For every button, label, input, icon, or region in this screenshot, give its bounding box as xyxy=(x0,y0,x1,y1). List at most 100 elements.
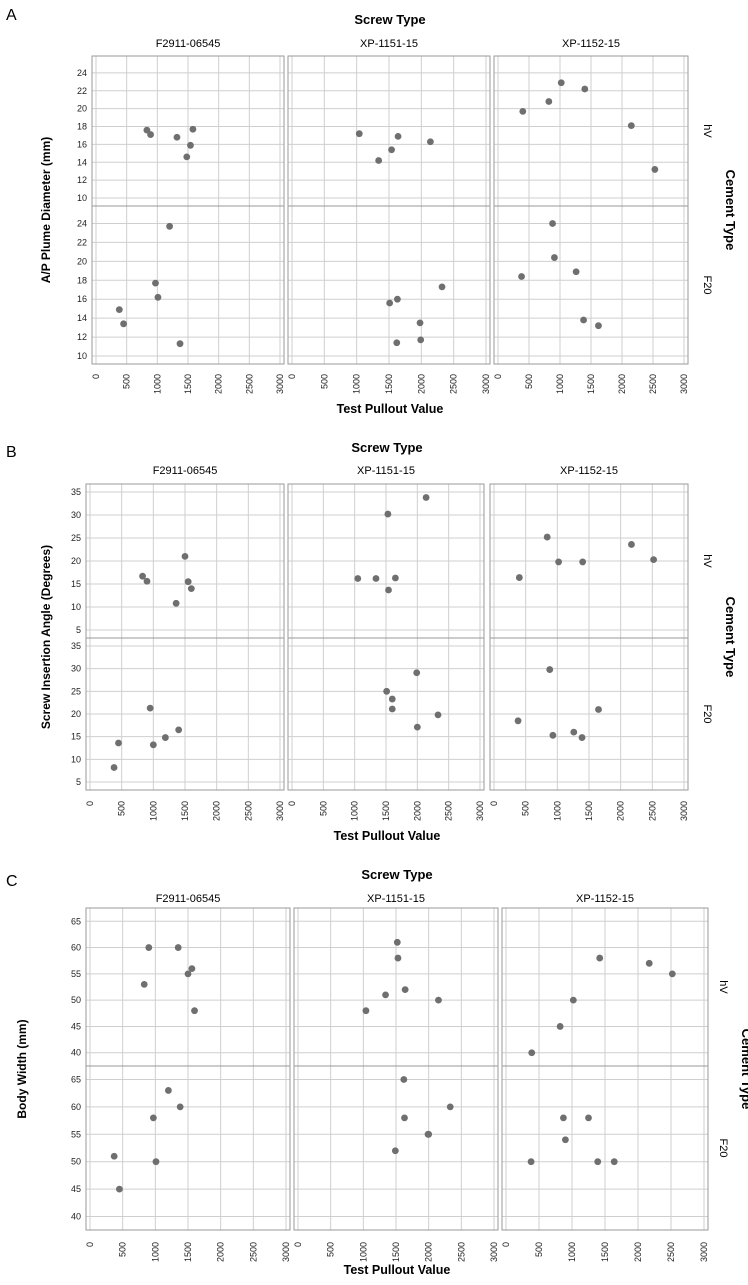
data-point xyxy=(145,944,153,951)
data-point xyxy=(184,578,192,586)
data-point xyxy=(184,970,192,978)
x-tick-label: 500 xyxy=(534,1242,544,1257)
data-point xyxy=(426,138,434,146)
data-point xyxy=(110,764,118,771)
data-point xyxy=(595,322,602,330)
x-tick-label: 3000 xyxy=(481,374,491,394)
x-tick-label: 0 xyxy=(287,801,297,806)
data-point xyxy=(651,166,659,173)
facet-cell: 0 500 1000 1500 2000 2500 3000 xyxy=(489,637,689,821)
data-point xyxy=(628,541,635,548)
x-tick-label: 2000 xyxy=(424,1242,434,1262)
y-tick-label: 10 xyxy=(77,193,87,203)
y-tick-label: 14 xyxy=(77,157,87,167)
data-point xyxy=(413,669,421,677)
data-point xyxy=(595,706,602,713)
x-tick-label: 1500 xyxy=(384,374,394,394)
x-tick-label: 1500 xyxy=(183,1242,193,1262)
column-label: XP-1152-15 xyxy=(562,38,620,50)
data-point xyxy=(149,741,157,749)
x-tick-label: 2500 xyxy=(243,801,253,821)
x-tick-label: 1500 xyxy=(381,801,391,821)
x-tick-label: 500 xyxy=(118,1242,128,1257)
data-point xyxy=(401,986,409,994)
x-tick-label: 2000 xyxy=(416,374,426,394)
row-label: F20 xyxy=(701,705,713,724)
y-axis-title: Screw Insertion Angle (Degrees) xyxy=(39,545,53,729)
data-point xyxy=(413,723,421,731)
panel-b: B Screw Type F2911-06545 XP-1151-15 XP-1152-… xyxy=(6,440,738,843)
data-point xyxy=(549,220,556,227)
x-tick-label: 2000 xyxy=(617,374,627,394)
x-tick-label: 3000 xyxy=(679,801,689,821)
x-tick-label: 3000 xyxy=(281,1242,291,1262)
y-tick-label: 30 xyxy=(71,510,81,520)
data-point xyxy=(154,293,162,301)
x-tick-label: 0 xyxy=(91,374,101,379)
data-point xyxy=(372,575,380,582)
y-tick-label: 50 xyxy=(71,995,81,1005)
x-tick-label: 1500 xyxy=(586,374,596,394)
data-point xyxy=(384,510,392,518)
data-point xyxy=(187,585,195,592)
data-point xyxy=(515,574,523,581)
facet-cell: 10 12 14 16 18 20 22 24 0 500 1000 1500 2000 2500 3000 xyxy=(77,205,285,394)
y-tick-label: 12 xyxy=(77,175,87,185)
data-point xyxy=(425,1130,433,1138)
data-point xyxy=(375,157,383,164)
y-tick-label: 22 xyxy=(77,237,87,247)
facet-cell: 5 10 15 20 25 30 35 0 500 1000 1500 2000 2500 3000 xyxy=(71,637,285,821)
x-tick-label: 2500 xyxy=(244,374,254,394)
x-tick-label: 2500 xyxy=(648,374,658,394)
x-tick-label: 3000 xyxy=(489,1242,499,1262)
data-point xyxy=(393,339,401,347)
x-tick-label: 2000 xyxy=(214,374,224,394)
x-axis-title: Test Pullout Value xyxy=(334,829,441,843)
y-tick-label: 22 xyxy=(77,86,87,96)
data-point xyxy=(385,586,392,594)
y-tick-label: 65 xyxy=(71,1074,81,1084)
facet-frame xyxy=(85,1065,291,1231)
column-label: XP-1152-15 xyxy=(576,893,634,905)
data-point xyxy=(555,558,562,566)
facet-cell: 0 500 1000 1500 2000 2500 3000 xyxy=(287,637,485,821)
facet-cell xyxy=(493,55,689,207)
x-tick-label: 2000 xyxy=(412,801,422,821)
y-tick-label: 25 xyxy=(71,533,81,543)
data-point xyxy=(435,996,442,1004)
data-point xyxy=(115,306,123,314)
facet-cell: 40 45 50 55 60 65 0 500 1000 1500 2000 2500 3000 xyxy=(71,1065,291,1262)
y-tick-label: 55 xyxy=(71,969,81,979)
x-tick-label: 1000 xyxy=(150,1242,160,1262)
data-point xyxy=(434,711,442,719)
data-point xyxy=(572,268,580,276)
data-point xyxy=(668,970,676,978)
data-point xyxy=(355,130,363,138)
data-point xyxy=(143,577,151,585)
x-tick-label: 3000 xyxy=(699,1242,709,1262)
data-point xyxy=(120,320,127,328)
x-tick-label: 1000 xyxy=(552,801,562,821)
data-point xyxy=(143,126,151,134)
x-tick-label: 0 xyxy=(85,1242,95,1247)
data-point xyxy=(165,1087,172,1094)
data-point xyxy=(549,731,557,739)
data-point xyxy=(382,991,389,999)
facet-cell: 0 500 1000 1500 2000 2500 3000 xyxy=(287,205,491,394)
y-tick-label: 10 xyxy=(71,602,81,612)
y-tick-label: 5 xyxy=(76,625,81,635)
y-tick-label: 20 xyxy=(71,556,81,566)
facet-cell: 0 500 1000 1500 2000 2500 3000 xyxy=(501,1065,709,1262)
data-point xyxy=(140,980,148,988)
x-tick-label: 1500 xyxy=(183,374,193,394)
y-tick-label: 24 xyxy=(77,68,87,78)
row-label: F20 xyxy=(701,276,713,295)
data-point xyxy=(569,996,577,1004)
x-tick-label: 0 xyxy=(85,801,95,806)
y-tick-label: 20 xyxy=(77,104,87,114)
data-point xyxy=(393,938,401,946)
x-tick-label: 1000 xyxy=(350,801,360,821)
facet-cell: 40 45 50 55 60 65 xyxy=(71,907,291,1067)
data-point xyxy=(173,133,181,141)
